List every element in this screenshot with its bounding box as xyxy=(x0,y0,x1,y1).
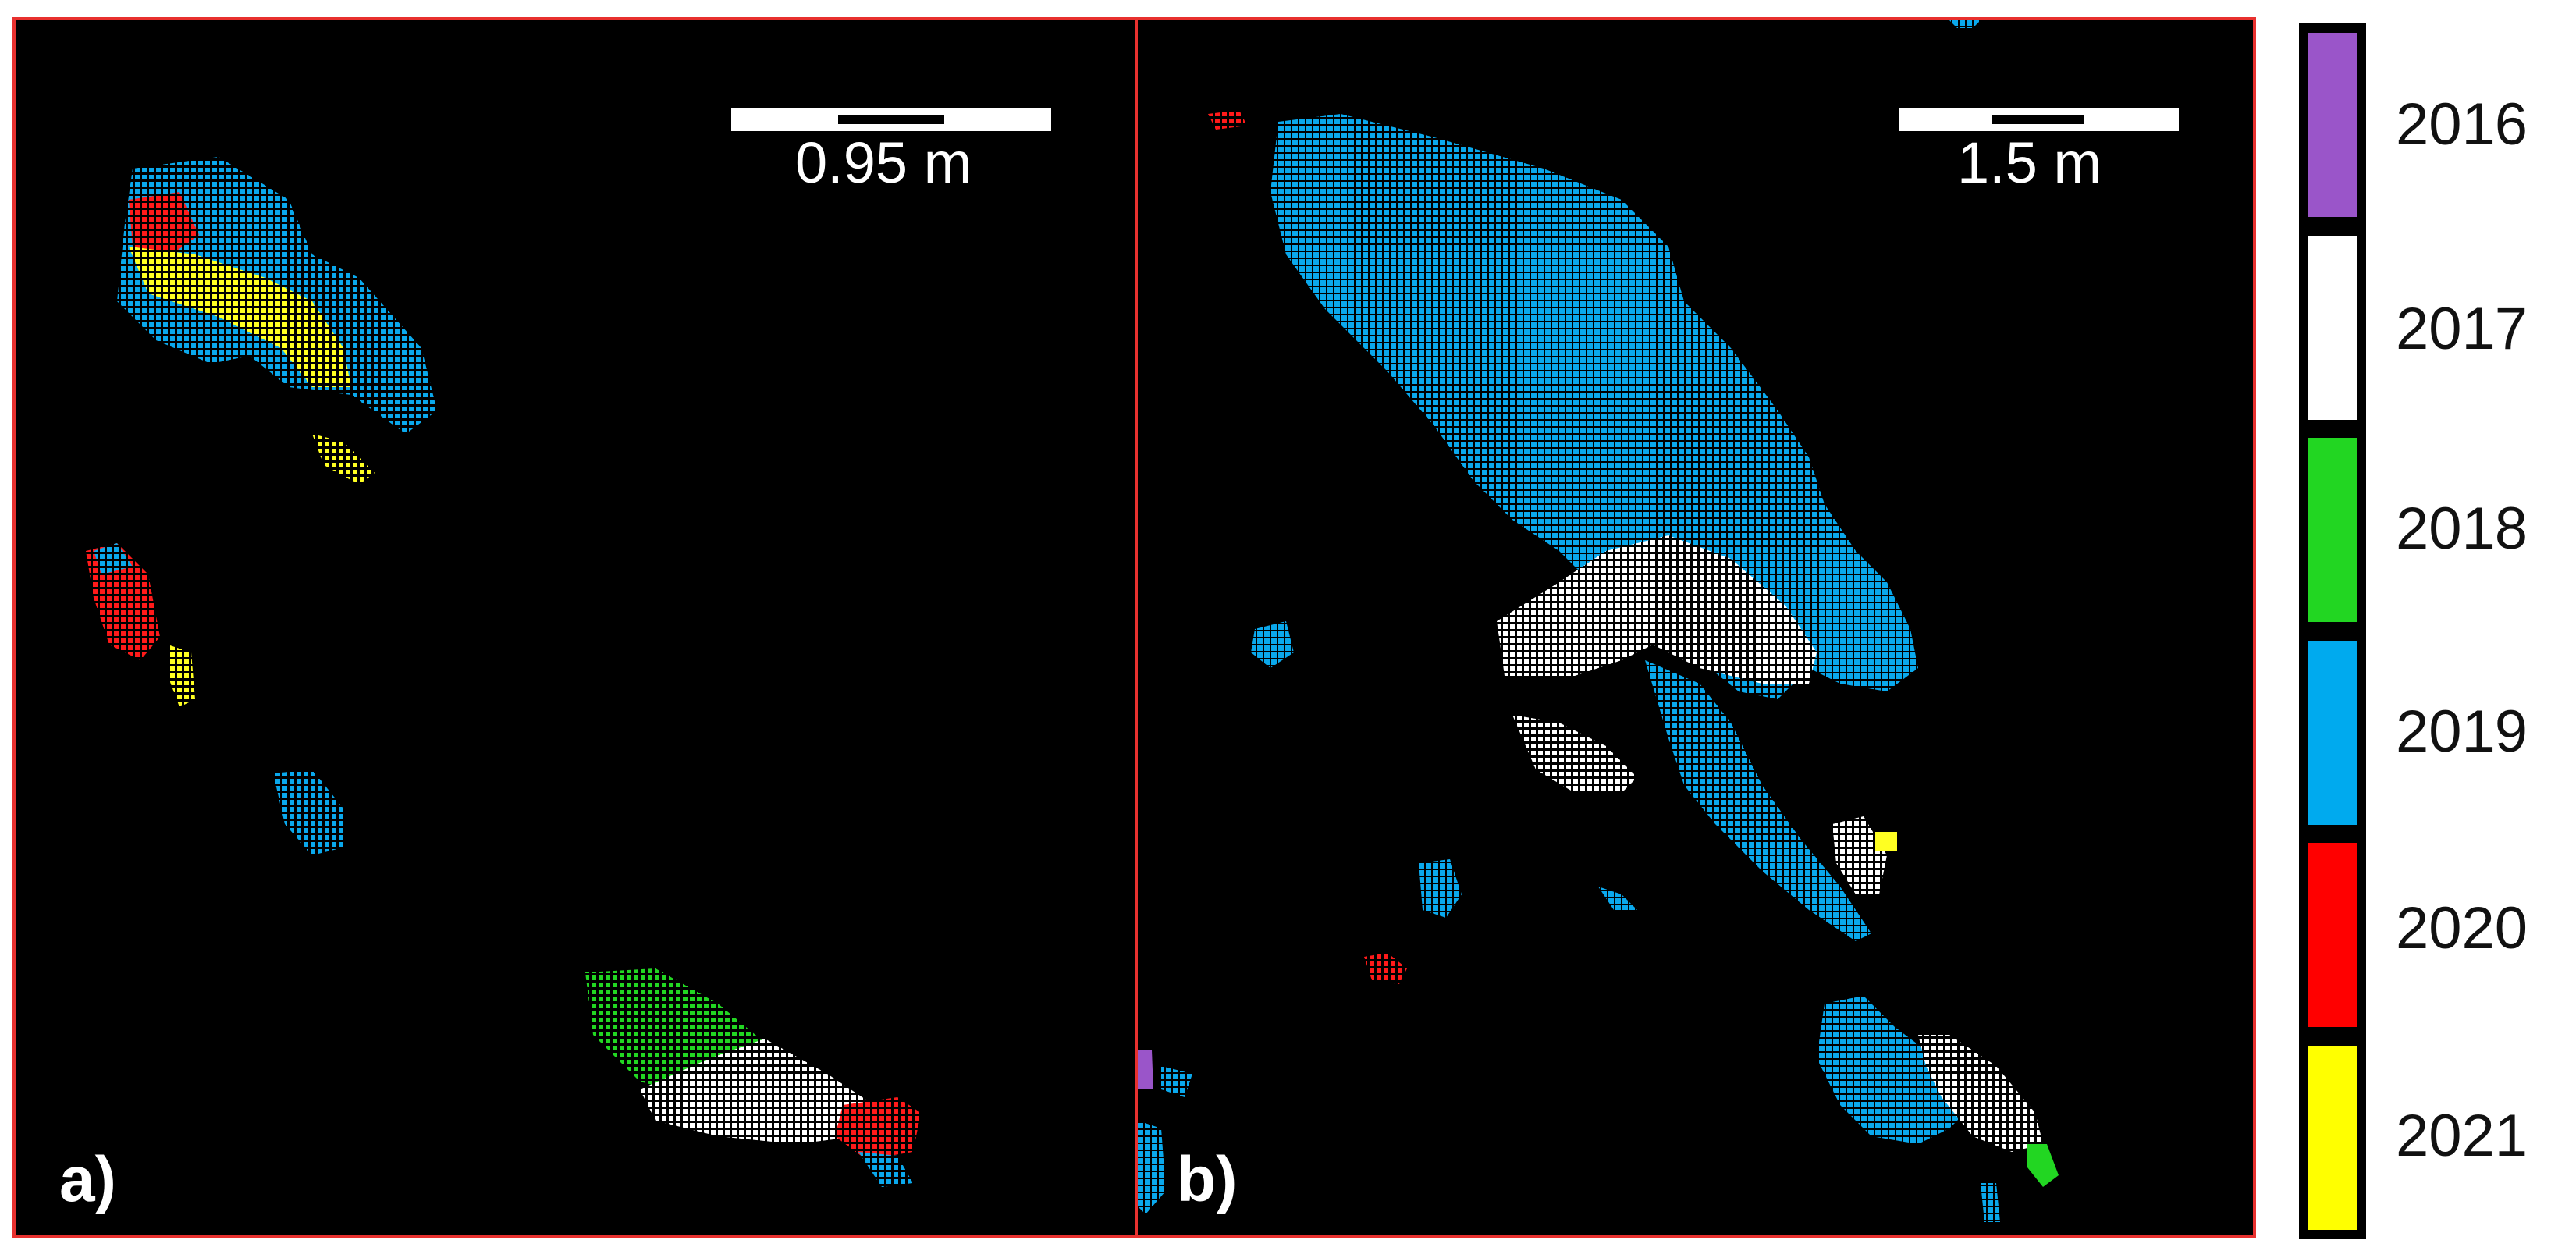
cluster-2019 xyxy=(1251,621,1294,668)
scale-bar xyxy=(731,108,1051,131)
panel-label: b) xyxy=(1177,1144,1238,1215)
cluster-2019 xyxy=(94,543,133,574)
cluster-2019 xyxy=(1817,996,1981,1144)
legend-swatch-2017 xyxy=(2308,235,2357,420)
cluster-2020 xyxy=(1208,110,1247,130)
cluster-2021 xyxy=(312,434,375,485)
year-legend xyxy=(2299,23,2366,1239)
cluster-2019 xyxy=(1598,887,1637,910)
scale-bar-label: 0.95 m xyxy=(795,130,972,195)
panel-b: 1.5 m b) xyxy=(1135,17,2256,1238)
legend-swatch-2019 xyxy=(2308,640,2357,825)
legend-swatch-2021 xyxy=(2308,1045,2357,1230)
cluster-2019 xyxy=(1270,114,1918,699)
cluster-2017 xyxy=(1512,715,1637,793)
cluster-2021 xyxy=(129,247,351,387)
cluster-2020 xyxy=(1364,953,1407,984)
cluster-2017 xyxy=(640,1039,874,1144)
legend-swatch-2020 xyxy=(2308,843,2357,1028)
cluster-2019 xyxy=(1419,859,1462,918)
cluster-2017 xyxy=(1918,1035,2043,1152)
legend-swatch-2016 xyxy=(2308,33,2357,217)
legend-label: 2018 xyxy=(2396,496,2528,562)
point-cloud-b xyxy=(1138,20,2059,1222)
legend-swatch-2018 xyxy=(2308,438,2357,623)
panel-label: a) xyxy=(59,1144,116,1215)
cluster-2021 xyxy=(168,645,195,707)
cluster-2019 xyxy=(1949,20,1981,28)
legend-label: 2017 xyxy=(2396,296,2528,362)
cluster-2019 xyxy=(1161,1066,1192,1097)
cluster-2016 xyxy=(1138,1050,1153,1089)
scale-bar-label: 1.5 m xyxy=(1957,130,2102,195)
cluster-2018 xyxy=(2027,1144,2059,1187)
cluster-2019 xyxy=(858,1152,913,1187)
point-cloud-a xyxy=(86,157,921,1187)
cluster-2017 xyxy=(1497,535,1817,684)
cluster-2017 xyxy=(1832,816,1887,894)
legend-label: 2019 xyxy=(2396,698,2528,765)
legend-label: 2020 xyxy=(2396,895,2528,961)
cluster-2019 xyxy=(1981,1183,2000,1222)
panel-a: 0.95 m a) xyxy=(12,17,1138,1238)
cluster-2021 xyxy=(1875,832,1897,851)
legend-label: 2021 xyxy=(2396,1103,2528,1169)
cluster-2020 xyxy=(129,192,199,254)
cluster-2020 xyxy=(835,1097,921,1160)
cluster-2019 xyxy=(1645,660,1871,941)
legend-label: 2016 xyxy=(2396,91,2528,158)
cluster-2019 xyxy=(1138,1121,1166,1214)
scale-bar xyxy=(1899,108,2179,131)
cluster-2019 xyxy=(273,769,343,855)
